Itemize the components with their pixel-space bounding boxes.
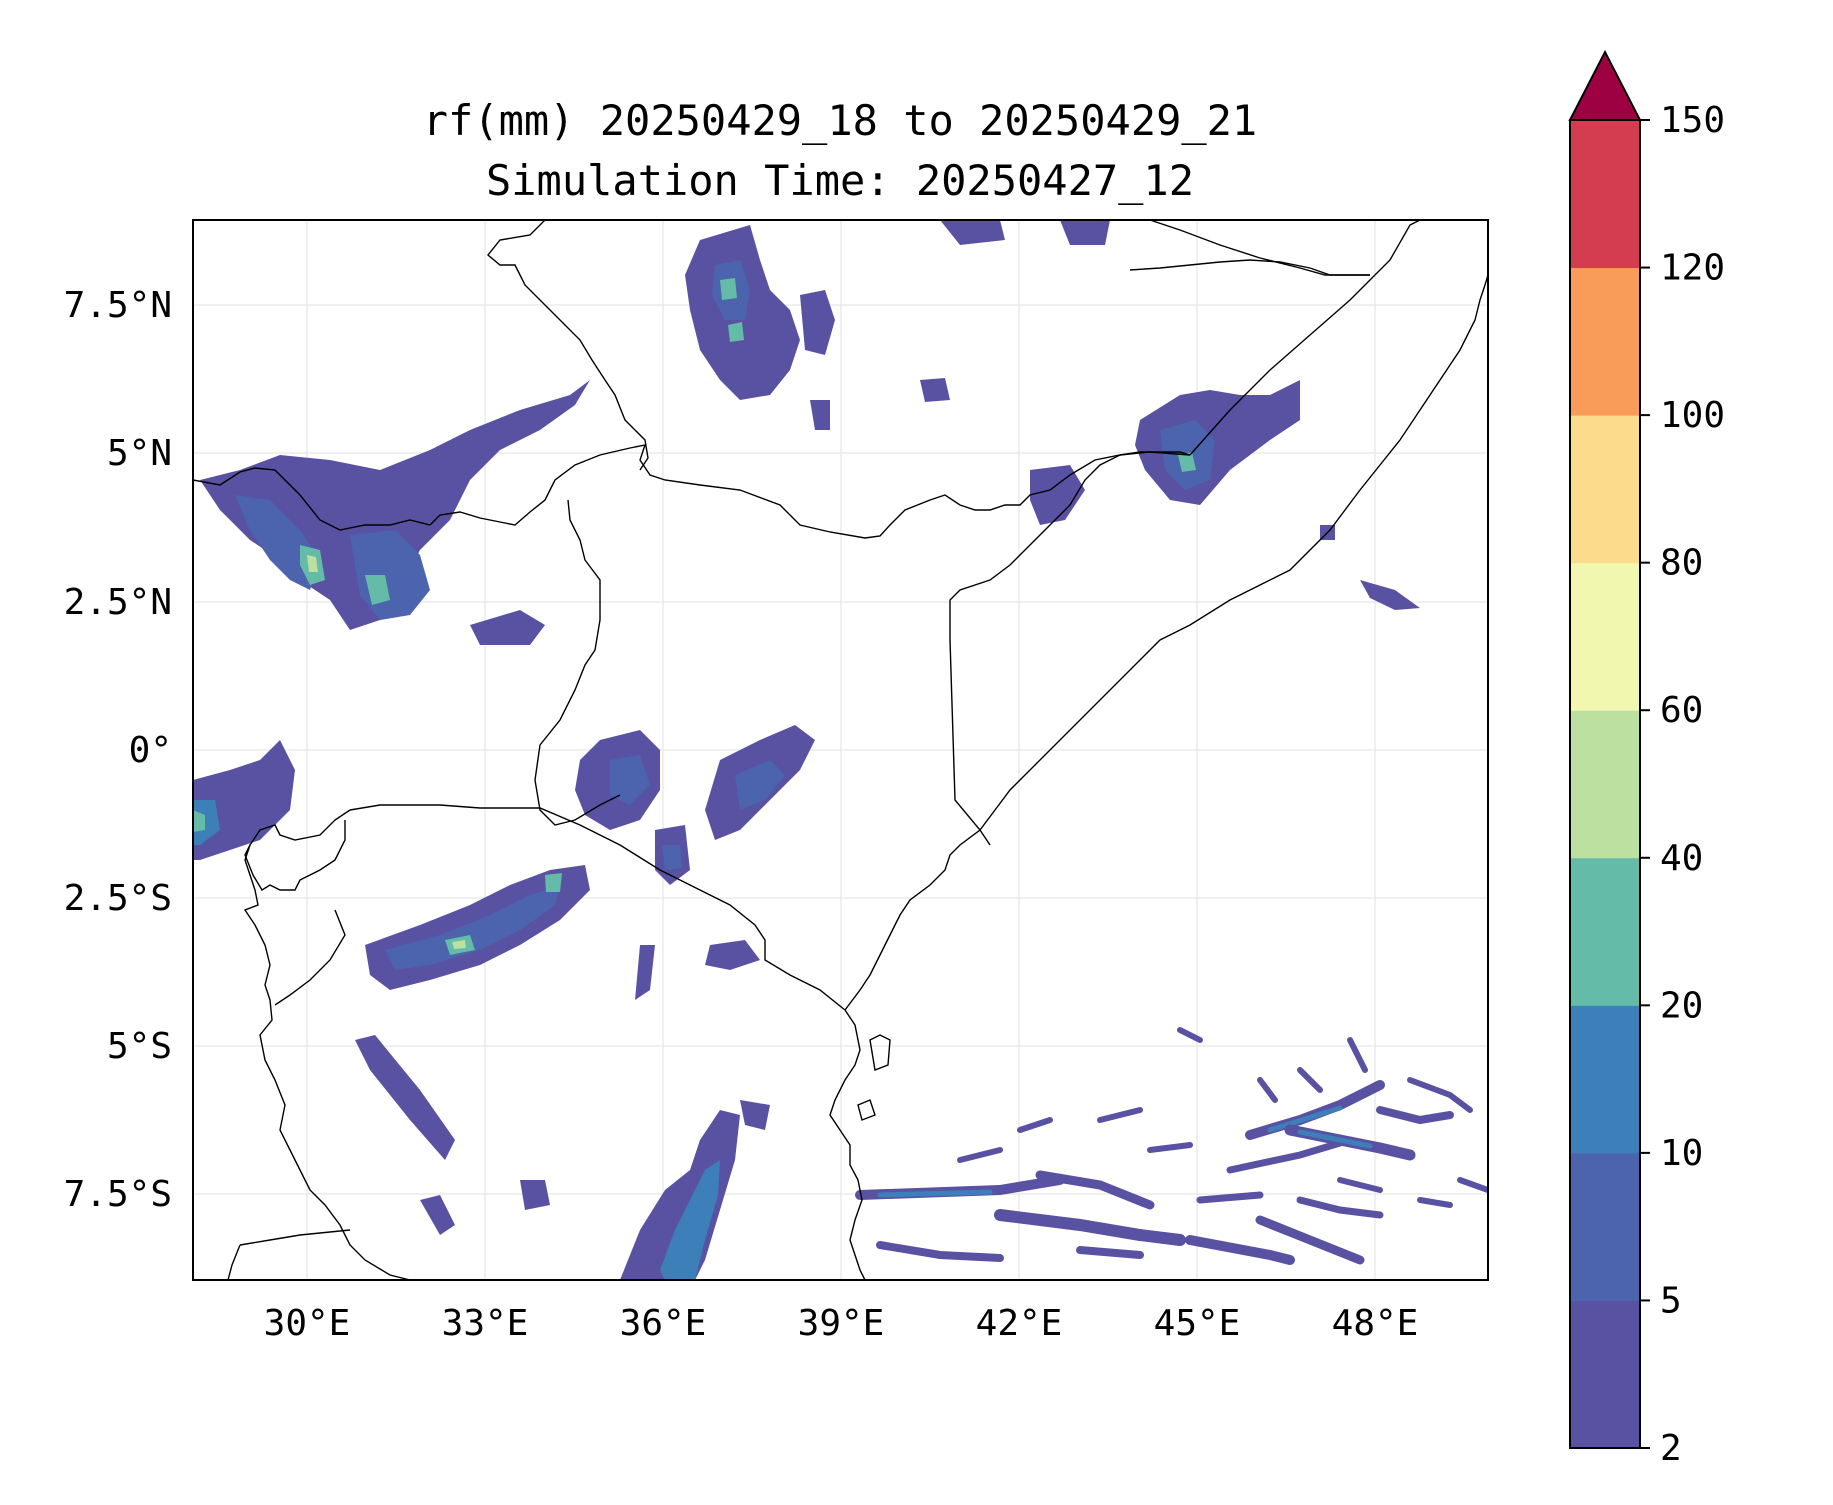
colorbar-band bbox=[1570, 1005, 1640, 1154]
rainfall-contours bbox=[193, 220, 1488, 1280]
rain-area bbox=[620, 1110, 740, 1280]
colorbar-tick-label: 120 bbox=[1660, 248, 1725, 289]
lat-tick-label: 0° bbox=[129, 730, 172, 771]
rain-area bbox=[800, 290, 835, 355]
rain-area bbox=[520, 1180, 550, 1210]
rain-area bbox=[235, 495, 320, 590]
rain-area bbox=[365, 575, 390, 605]
lon-tick-label: 39°E bbox=[798, 1303, 885, 1344]
rain-area bbox=[355, 1035, 455, 1160]
rain-area bbox=[735, 760, 785, 810]
coastline bbox=[829, 274, 1488, 1280]
rain-area bbox=[1178, 452, 1196, 472]
rain-area bbox=[307, 555, 318, 572]
lat-tick-label: 2.5°S bbox=[64, 878, 172, 919]
colorbar-band bbox=[1570, 267, 1640, 416]
rain-area bbox=[810, 400, 830, 430]
colorbar-band bbox=[1570, 857, 1640, 1006]
rain-area bbox=[662, 845, 682, 870]
rain-area bbox=[350, 530, 430, 620]
rain-area bbox=[1030, 465, 1085, 525]
country-borders bbox=[193, 220, 1421, 1280]
colorbar-extend-arrow bbox=[1568, 49, 1642, 121]
map-subtitle: Simulation Time: 20250427_12 bbox=[486, 156, 1194, 205]
lat-tick-label: 2.5°N bbox=[64, 582, 172, 623]
gridlines bbox=[193, 220, 1488, 1280]
colorbar-outline bbox=[1569, 119, 1641, 1449]
lon-tick-label: 42°E bbox=[976, 1303, 1063, 1344]
colorbar-bands bbox=[1568, 49, 1642, 1449]
rain-area bbox=[635, 945, 655, 1000]
rain-area bbox=[545, 873, 562, 892]
colorbar-band bbox=[1570, 562, 1640, 711]
map-panel bbox=[192, 219, 1489, 1281]
lat-tick-label: 7.5°N bbox=[64, 285, 172, 326]
colorbar-tick-label: 60 bbox=[1660, 690, 1703, 731]
rain-area bbox=[610, 755, 650, 805]
rain-area bbox=[940, 220, 1005, 245]
colorbar-band bbox=[1570, 1152, 1640, 1301]
rain-area bbox=[470, 610, 545, 645]
lon-tick-label: 36°E bbox=[620, 1303, 707, 1344]
rain-area bbox=[728, 322, 744, 342]
rain-area bbox=[452, 940, 466, 949]
map-frame bbox=[192, 219, 1489, 1281]
colorbar-band bbox=[1570, 710, 1640, 859]
colorbar-ticks: 2 5 10 20 40 60 80 100 120 150 bbox=[1640, 100, 1725, 1469]
colorbar-tick-label: 100 bbox=[1660, 395, 1725, 436]
colorbar-tick-label: 80 bbox=[1660, 543, 1703, 584]
lat-tick-label: 5°N bbox=[107, 433, 172, 474]
lat-tick-label: 7.5°S bbox=[64, 1174, 172, 1215]
colorbar-tick-label: 10 bbox=[1660, 1133, 1703, 1174]
rain-area bbox=[420, 1195, 455, 1235]
rain-area bbox=[193, 800, 220, 845]
colorbar-band bbox=[1570, 415, 1640, 564]
rain-area bbox=[193, 810, 205, 832]
longitude-labels: 30°E 33°E 36°E 39°E 42°E 45°E 48°E bbox=[264, 1303, 1419, 1344]
colorbar-tick-label: 40 bbox=[1660, 838, 1703, 879]
rain-area bbox=[1360, 580, 1420, 610]
rain-area bbox=[705, 940, 760, 970]
rain-area bbox=[1060, 220, 1110, 245]
lon-tick-label: 30°E bbox=[264, 1303, 351, 1344]
rain-area bbox=[385, 885, 560, 970]
colorbar-tick-label: 150 bbox=[1660, 100, 1725, 141]
colorbar-band bbox=[1570, 1300, 1640, 1449]
map-title: rf(mm) 20250429_18 to 20250429_21 bbox=[423, 96, 1257, 145]
ocean-rain-streaks bbox=[855, 1027, 1488, 1265]
lon-tick-label: 33°E bbox=[442, 1303, 529, 1344]
rain-area bbox=[720, 278, 737, 300]
colorbar: 2 5 10 20 40 60 80 100 120 150 bbox=[1568, 49, 1725, 1469]
colorbar-tick-label: 5 bbox=[1660, 1280, 1682, 1321]
map-content bbox=[193, 220, 1488, 1280]
rain-area bbox=[920, 378, 950, 402]
latitude-labels: 7.5°N 5°N 2.5°N 0° 2.5°S 5°S 7.5°S bbox=[64, 285, 172, 1215]
lon-tick-label: 45°E bbox=[1154, 1303, 1241, 1344]
colorbar-tick-label: 20 bbox=[1660, 985, 1703, 1026]
lon-tick-label: 48°E bbox=[1332, 1303, 1419, 1344]
rain-area bbox=[660, 1160, 720, 1280]
colorbar-tick-label: 2 bbox=[1660, 1428, 1682, 1469]
colorbar-band bbox=[1570, 120, 1640, 269]
rain-area bbox=[740, 1100, 770, 1130]
lat-tick-label: 5°S bbox=[107, 1026, 172, 1067]
